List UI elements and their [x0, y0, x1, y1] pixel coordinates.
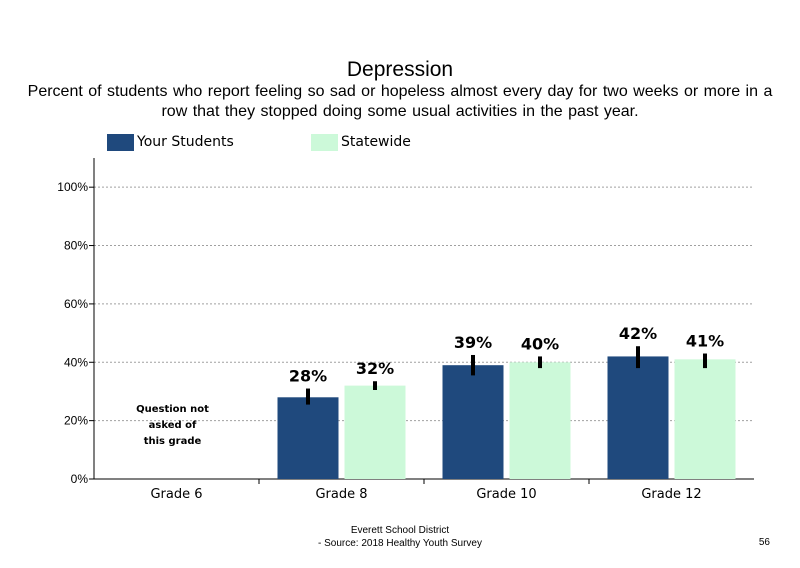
legend-item-statewide: Statewide [311, 133, 411, 151]
bar [344, 385, 406, 479]
bar [607, 356, 669, 479]
x-category-label: Grade 6 [150, 487, 202, 502]
legend-label-statewide: Statewide [341, 134, 411, 150]
page-number: 56 [758, 537, 770, 548]
footer-district: Everett School District [350, 525, 450, 536]
annotation-line: Question not [136, 404, 209, 415]
bar [277, 397, 339, 479]
y-tick-label: 60% [64, 297, 88, 311]
legend-swatch-your-students [107, 133, 134, 151]
x-category-label: Grade 12 [641, 487, 701, 502]
data-label: 41% [686, 332, 724, 351]
data-label: 42% [619, 324, 657, 343]
y-tick-label: 40% [64, 355, 88, 369]
chart-subtitle: Percent of students who report feeling s… [27, 83, 773, 120]
annotation-line: asked of [149, 420, 197, 431]
data-label: 40% [521, 334, 559, 353]
footer-source: - Source: 2018 Healthy Youth Survey [318, 538, 482, 549]
legend-item-your-students: Your Students [107, 133, 234, 151]
legend-label-your-students: Your Students [137, 134, 234, 150]
chart-title: Depression [346, 58, 454, 81]
bar [674, 359, 736, 479]
y-tick-label: 0% [71, 472, 89, 486]
data-label: 32% [356, 359, 394, 378]
bar [442, 365, 504, 479]
y-tick-label: 20% [64, 414, 88, 428]
annotation-line: this grade [144, 436, 202, 447]
x-category-label: Grade 10 [476, 487, 536, 502]
y-tick-label: 80% [64, 239, 88, 253]
bar [509, 362, 571, 479]
legend-swatch-statewide [311, 133, 338, 151]
data-label: 28% [289, 367, 327, 386]
data-label: 39% [454, 333, 492, 352]
x-category-label: Grade 8 [315, 487, 367, 502]
y-tick-label: 100% [57, 180, 88, 194]
